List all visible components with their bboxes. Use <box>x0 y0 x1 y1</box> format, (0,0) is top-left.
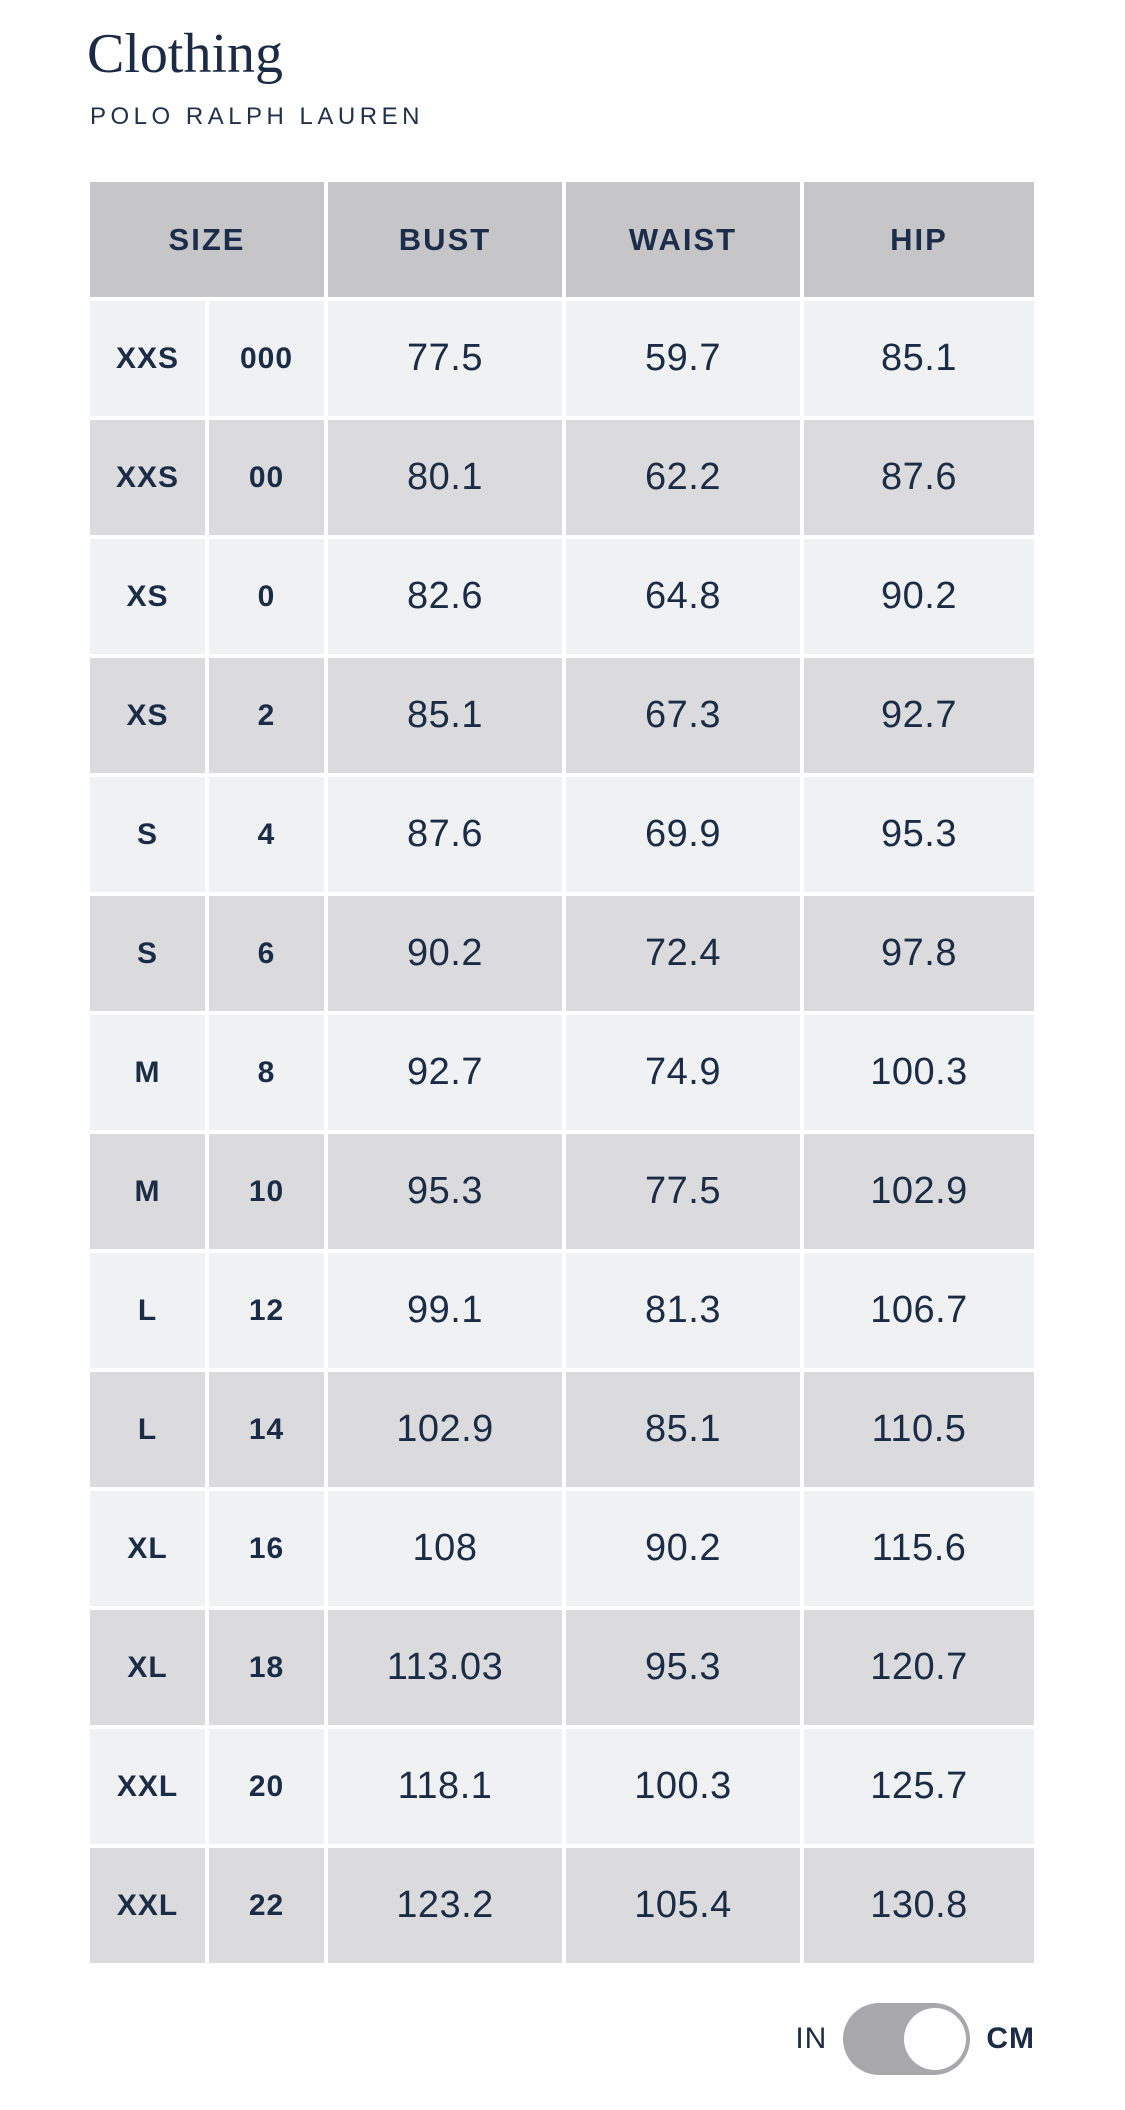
hip-cell: 87.6 <box>804 420 1034 535</box>
size-num-cell: 000 <box>209 301 324 416</box>
toggle-knob-icon[interactable] <box>904 2008 967 2070</box>
waist-cell: 59.7 <box>566 301 800 416</box>
size-alpha-cell: XL <box>90 1491 205 1606</box>
bust-cell: 87.6 <box>328 777 562 892</box>
waist-cell: 69.9 <box>566 777 800 892</box>
waist-cell: 74.9 <box>566 1015 800 1130</box>
column-header-bust: BUST <box>328 182 562 297</box>
brand-name: POLO RALPH LAUREN <box>90 103 424 130</box>
hip-cell: 130.8 <box>804 1848 1034 1963</box>
bust-cell: 95.3 <box>328 1134 562 1249</box>
hip-cell: 102.9 <box>804 1134 1034 1249</box>
size-alpha-cell: XXL <box>90 1848 205 1963</box>
bust-cell: 102.9 <box>328 1372 562 1487</box>
size-alpha-cell: XS <box>90 658 205 773</box>
size-alpha-cell: XXL <box>90 1729 205 1844</box>
size-num-cell: 00 <box>209 420 324 535</box>
size-num-cell: 8 <box>209 1015 324 1130</box>
size-num-cell: 0 <box>209 539 324 654</box>
waist-cell: 62.2 <box>566 420 800 535</box>
waist-cell: 90.2 <box>566 1491 800 1606</box>
hip-cell: 110.5 <box>804 1372 1034 1487</box>
size-num-cell: 20 <box>209 1729 324 1844</box>
size-alpha-cell: L <box>90 1372 205 1487</box>
column-header-waist: WAIST <box>566 182 800 297</box>
size-alpha-cell: XXS <box>90 301 205 416</box>
size-chart-table: SIZE BUST WAIST HIP XXS 000 77.5 59.7 85.1 XX… <box>90 182 1034 1963</box>
waist-cell: 67.3 <box>566 658 800 773</box>
size-num-cell: 16 <box>209 1491 324 1606</box>
size-num-cell: 22 <box>209 1848 324 1963</box>
bust-cell: 123.2 <box>328 1848 562 1963</box>
waist-cell: 72.4 <box>566 896 800 1011</box>
bust-cell: 99.1 <box>328 1253 562 1368</box>
bust-cell: 118.1 <box>328 1729 562 1844</box>
size-num-cell: 14 <box>209 1372 324 1487</box>
column-header-size: SIZE <box>90 182 324 297</box>
bust-cell: 92.7 <box>328 1015 562 1130</box>
hip-cell: 120.7 <box>804 1610 1034 1725</box>
hip-cell: 106.7 <box>804 1253 1034 1368</box>
hip-cell: 100.3 <box>804 1015 1034 1130</box>
bust-cell: 82.6 <box>328 539 562 654</box>
bust-cell: 80.1 <box>328 420 562 535</box>
hip-cell: 95.3 <box>804 777 1034 892</box>
waist-cell: 64.8 <box>566 539 800 654</box>
size-alpha-cell: S <box>90 896 205 1011</box>
hip-cell: 115.6 <box>804 1491 1034 1606</box>
waist-cell: 85.1 <box>566 1372 800 1487</box>
size-num-cell: 18 <box>209 1610 324 1725</box>
hip-cell: 90.2 <box>804 539 1034 654</box>
waist-cell: 95.3 <box>566 1610 800 1725</box>
size-alpha-cell: XXS <box>90 420 205 535</box>
size-num-cell: 2 <box>209 658 324 773</box>
bust-cell: 108 <box>328 1491 562 1606</box>
hip-cell: 92.7 <box>804 658 1034 773</box>
size-alpha-cell: L <box>90 1253 205 1368</box>
size-alpha-cell: S <box>90 777 205 892</box>
unit-label-cm[interactable]: CM <box>986 2022 1035 2055</box>
bust-cell: 85.1 <box>328 658 562 773</box>
size-num-cell: 4 <box>209 777 324 892</box>
size-alpha-cell: XL <box>90 1610 205 1725</box>
bust-cell: 90.2 <box>328 896 562 1011</box>
waist-cell: 81.3 <box>566 1253 800 1368</box>
unit-toggle-switch[interactable] <box>843 2003 971 2075</box>
column-header-hip: HIP <box>804 182 1034 297</box>
hip-cell: 125.7 <box>804 1729 1034 1844</box>
hip-cell: 85.1 <box>804 301 1034 416</box>
size-num-cell: 6 <box>209 896 324 1011</box>
size-alpha-cell: XS <box>90 539 205 654</box>
unit-label-in[interactable]: IN <box>795 2022 828 2055</box>
bust-cell: 113.03 <box>328 1610 562 1725</box>
hip-cell: 97.8 <box>804 896 1034 1011</box>
size-num-cell: 12 <box>209 1253 324 1368</box>
waist-cell: 105.4 <box>566 1848 800 1963</box>
size-alpha-cell: M <box>90 1134 205 1249</box>
waist-cell: 77.5 <box>566 1134 800 1249</box>
bust-cell: 77.5 <box>328 301 562 416</box>
unit-toggle-row: IN CM <box>795 2003 1035 2075</box>
waist-cell: 100.3 <box>566 1729 800 1844</box>
size-num-cell: 10 <box>209 1134 324 1249</box>
size-alpha-cell: M <box>90 1015 205 1130</box>
page-title: Clothing <box>87 23 284 85</box>
